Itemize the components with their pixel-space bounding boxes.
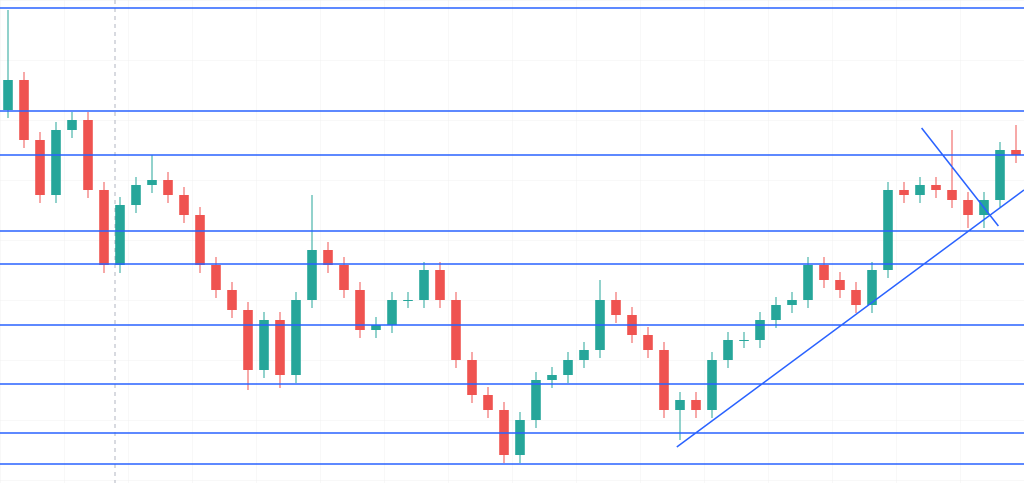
candle-body [387, 300, 397, 325]
candle-body [579, 350, 589, 360]
candle-body [515, 420, 525, 455]
candle-body [19, 80, 29, 140]
candle-body [803, 265, 813, 300]
candle-body [899, 190, 909, 195]
candle-body [755, 320, 765, 340]
candle-body [291, 300, 301, 375]
candle-body [707, 360, 717, 410]
candle-body [531, 380, 541, 420]
candle-body [259, 320, 269, 370]
candle-body [403, 300, 413, 301]
candle-body [211, 265, 221, 290]
candle-body [611, 300, 621, 315]
candle-body [643, 335, 653, 350]
candle-body [51, 130, 61, 195]
candle-body [547, 375, 557, 380]
candle-body [659, 350, 669, 410]
candle-body [339, 265, 349, 290]
candle-body [195, 215, 205, 265]
candle-body [147, 180, 157, 185]
candle-body [931, 185, 941, 190]
candle-body [67, 120, 77, 130]
candle-body [851, 290, 861, 305]
candle-body [355, 290, 365, 330]
candle-body [3, 80, 13, 110]
candle-body [275, 320, 285, 375]
candle-body [467, 360, 477, 395]
candle-body [419, 270, 429, 300]
candle-body [179, 195, 189, 215]
candle-body [963, 200, 973, 215]
candle-body [163, 180, 173, 195]
candle-body [1011, 150, 1021, 155]
candle-body [451, 300, 461, 360]
candle-body [243, 310, 253, 370]
candle-body [131, 185, 141, 205]
trend-line [676, 189, 1024, 448]
candle-body [563, 360, 573, 375]
candle-body [819, 265, 829, 280]
candle-body [323, 250, 333, 265]
trend-line [921, 127, 999, 227]
candle-body [867, 270, 877, 305]
candle-body [995, 150, 1005, 200]
candle-body [35, 140, 45, 195]
candle-body [723, 340, 733, 360]
candle-body [835, 280, 845, 290]
candle-body [691, 400, 701, 410]
candle-body [915, 185, 925, 195]
candle-body [787, 300, 797, 305]
candle-body [227, 290, 237, 310]
candle-body [675, 400, 685, 410]
candle-body [739, 340, 749, 341]
candle-body [947, 190, 957, 200]
candle-body [435, 270, 445, 300]
candle-body [99, 190, 109, 265]
candle-body [115, 205, 125, 265]
candle-body [883, 190, 893, 270]
candle-body [483, 395, 493, 410]
candle-body [371, 325, 381, 330]
candle-body [307, 250, 317, 300]
candle-body [771, 305, 781, 320]
